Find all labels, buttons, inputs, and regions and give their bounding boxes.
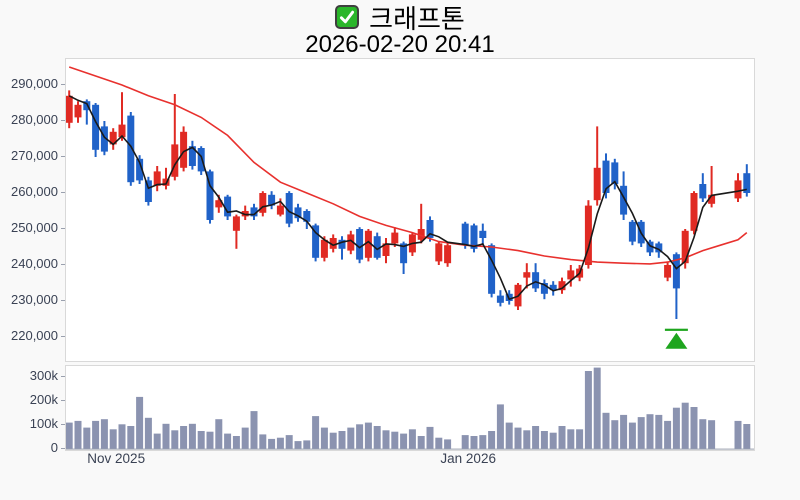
- axis-tick: [61, 423, 65, 425]
- volume-tick-label: 100k: [29, 415, 58, 431]
- check-icon: [340, 10, 355, 24]
- price-tick-label: 290,000: [11, 75, 58, 91]
- price-tick-label: 230,000: [11, 291, 58, 307]
- time-tick-label: Nov 2025: [87, 451, 146, 466]
- axis-tick: [61, 299, 65, 301]
- axis-tick: [61, 399, 65, 401]
- chart-datetime: 2026-02-20 20:41: [305, 31, 495, 58]
- volume-tick-label: 0: [50, 439, 58, 455]
- axis-tick: [61, 191, 65, 193]
- volume-bar-chart: [65, 365, 755, 451]
- axis-tick: [61, 155, 65, 157]
- price-tick-label: 280,000: [11, 111, 58, 127]
- axis-tick: [61, 119, 65, 121]
- stock-name: 크래프톤: [369, 3, 465, 34]
- axis-tick: [61, 335, 65, 337]
- price-candlestick-chart: [65, 58, 755, 362]
- price-tick-label: 240,000: [11, 255, 58, 271]
- axis-tick: [61, 447, 65, 449]
- axis-tick: [61, 227, 65, 229]
- time-tick-label: Jan 2026: [440, 451, 496, 466]
- axis-tick: [61, 375, 65, 377]
- green-checkbox-icon: [335, 5, 360, 29]
- price-tick-label: 220,000: [11, 327, 58, 343]
- price-tick-label: 260,000: [11, 183, 58, 199]
- axis-tick: [61, 263, 65, 265]
- volume-tick-label: 200k: [29, 391, 58, 407]
- price-tick-label: 250,000: [11, 219, 58, 235]
- chart-title: 크래프톤: [0, 2, 800, 34]
- volume-tick-label: 300k: [29, 367, 58, 383]
- axis-tick: [61, 83, 65, 85]
- price-tick-label: 270,000: [11, 147, 58, 163]
